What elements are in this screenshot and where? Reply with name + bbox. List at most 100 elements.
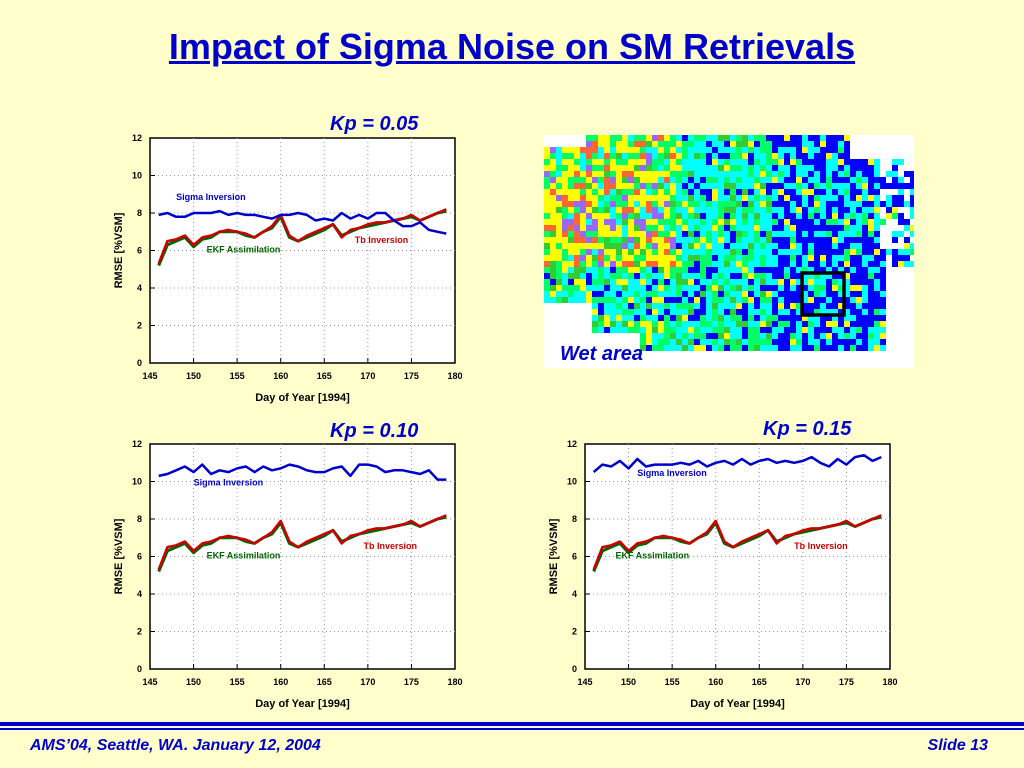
map-cell (754, 297, 760, 303)
map-cell (574, 153, 580, 159)
map-cell (826, 321, 832, 327)
map-cell (688, 303, 694, 309)
map-cell (562, 285, 568, 291)
map-cell (748, 165, 754, 171)
map-cell (550, 213, 556, 219)
map-cell (574, 273, 580, 279)
map-cell (844, 327, 850, 333)
map-cell (796, 303, 802, 309)
map-cell (682, 135, 688, 141)
map-cell (814, 291, 820, 297)
wet-area-box (800, 271, 846, 317)
map-cell (592, 231, 598, 237)
map-cell (682, 219, 688, 225)
map-cell (844, 321, 850, 327)
map-cell (856, 189, 862, 195)
map-cell (652, 303, 658, 309)
map-cell (760, 261, 766, 267)
map-cell (850, 159, 856, 165)
map-cell (832, 309, 838, 315)
map-cell (574, 237, 580, 243)
map-cell (820, 303, 826, 309)
map-cell (610, 153, 616, 159)
map-cell (616, 153, 622, 159)
map-cell (628, 183, 634, 189)
map-cell (646, 171, 652, 177)
map-cell (598, 327, 604, 333)
map-cell (772, 291, 778, 297)
map-cell (748, 153, 754, 159)
map-cell (892, 255, 898, 261)
map-cell (682, 303, 688, 309)
map-cell (802, 243, 808, 249)
map-cell (562, 231, 568, 237)
map-cell (868, 309, 874, 315)
map-cell (646, 339, 652, 345)
map-cell (592, 249, 598, 255)
map-cell (760, 243, 766, 249)
map-cell (760, 225, 766, 231)
map-cell (850, 327, 856, 333)
map-cell (838, 195, 844, 201)
map-cell (760, 153, 766, 159)
map-cell (850, 285, 856, 291)
map-cell (676, 237, 682, 243)
map-cell (838, 189, 844, 195)
map-cell (856, 315, 862, 321)
map-cell (736, 219, 742, 225)
map-cell (640, 315, 646, 321)
map-cell (682, 171, 688, 177)
map-cell (832, 279, 838, 285)
map-cell (622, 189, 628, 195)
map-cell (616, 177, 622, 183)
map-cell (646, 165, 652, 171)
map-cell (856, 171, 862, 177)
map-cell (862, 189, 868, 195)
map-cell (784, 135, 790, 141)
map-cell (646, 195, 652, 201)
map-cell (640, 225, 646, 231)
map-cell (544, 219, 550, 225)
map-cell (808, 153, 814, 159)
map-cell (754, 189, 760, 195)
map-cell (616, 201, 622, 207)
map-cell (718, 231, 724, 237)
map-cell (802, 327, 808, 333)
map-cell (610, 309, 616, 315)
map-cell (766, 333, 772, 339)
map-cell (574, 147, 580, 153)
map-cell (694, 279, 700, 285)
map-cell (856, 183, 862, 189)
map-cell (604, 279, 610, 285)
map-cell (814, 315, 820, 321)
map-cell (700, 153, 706, 159)
map-cell (748, 285, 754, 291)
map-cell (616, 183, 622, 189)
map-cell (544, 249, 550, 255)
x-tick-label: 150 (621, 677, 636, 687)
map-cell (766, 321, 772, 327)
map-cell (682, 213, 688, 219)
map-cell (802, 291, 808, 297)
map-cell (820, 153, 826, 159)
map-cell (670, 213, 676, 219)
map-cell (718, 189, 724, 195)
map-cell (868, 231, 874, 237)
map-cell (682, 321, 688, 327)
map-cell (904, 171, 910, 177)
map-cell (724, 237, 730, 243)
map-cell (604, 171, 610, 177)
x-axis-label: Day of Year [1994] (690, 698, 785, 710)
map-cell (820, 321, 826, 327)
map-cell (844, 153, 850, 159)
map-cell (622, 243, 628, 249)
map-cell (700, 207, 706, 213)
map-cell (652, 345, 658, 351)
map-cell (616, 249, 622, 255)
map-cell (688, 153, 694, 159)
map-cell (742, 345, 748, 351)
x-axis-label: Day of Year [1994] (255, 698, 350, 710)
map-cell (670, 141, 676, 147)
map-cell (874, 309, 880, 315)
